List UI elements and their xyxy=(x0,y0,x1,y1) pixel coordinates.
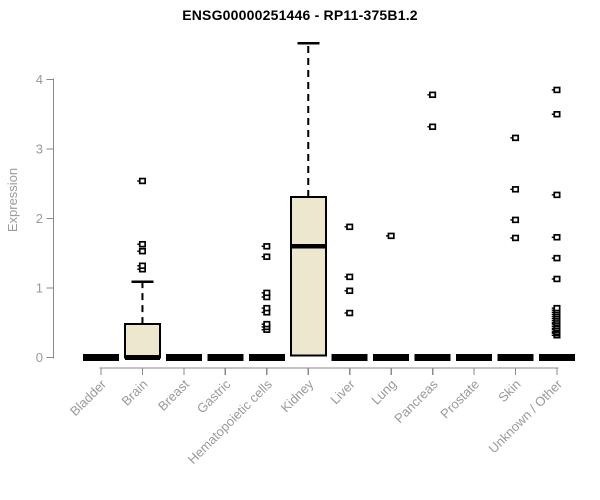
flat-box-prostate xyxy=(456,354,493,361)
x-tick-label: Pancreas xyxy=(391,376,441,426)
flat-box-gastric xyxy=(207,354,244,361)
x-tick-label: Breast xyxy=(155,376,192,413)
x-tick-label: Kidney xyxy=(278,376,317,415)
outlier-point xyxy=(553,191,561,199)
outlier-point xyxy=(553,275,561,283)
box-kidney xyxy=(289,195,327,357)
chart-title: ENSG00000251446 - RP11-375B1.2 xyxy=(182,7,418,23)
y-tick-label: 1 xyxy=(36,281,43,296)
x-tick-label: Liver xyxy=(327,376,358,407)
outlier-point xyxy=(553,110,561,118)
y-tick-label: 3 xyxy=(36,142,43,157)
flat-box-liver xyxy=(331,354,368,361)
x-tick-label: Skin xyxy=(495,377,523,405)
outlier-point xyxy=(553,254,561,262)
outlier-point xyxy=(138,177,147,185)
outlier-point xyxy=(138,247,147,255)
x-tick-label: Lung xyxy=(368,377,399,408)
outlier-point xyxy=(429,123,437,131)
outlier-point xyxy=(263,304,271,312)
x-tick-label: Brain xyxy=(118,377,150,409)
y-tick-label: 4 xyxy=(36,72,43,87)
flat-box-skin xyxy=(497,354,534,361)
outlier-point xyxy=(511,216,520,224)
outlier-point xyxy=(263,253,271,260)
outlier-point xyxy=(553,234,561,241)
outlier-point xyxy=(346,273,354,281)
x-tick-label: Unknown / Other xyxy=(485,376,565,456)
flat-box-lung xyxy=(373,354,410,361)
outlier-point xyxy=(263,243,271,250)
outlier-point xyxy=(138,262,147,270)
x-tick-label: Bladder xyxy=(67,376,110,419)
outlier-point xyxy=(511,234,520,242)
outlier-point xyxy=(346,287,354,295)
outlier-point xyxy=(511,186,520,193)
flat-box-unknown-other xyxy=(538,354,575,361)
outlier-point xyxy=(346,223,354,231)
y-tick-label: 2 xyxy=(36,211,43,226)
x-tick-label: Prostate xyxy=(437,377,482,422)
outlier-point xyxy=(429,91,437,99)
box-brain xyxy=(123,323,161,359)
outlier-point xyxy=(263,289,271,297)
outlier-point xyxy=(138,240,147,248)
flat-box-hematopoietic-cells xyxy=(248,354,285,361)
flat-box-breast xyxy=(165,354,202,361)
outlier-point xyxy=(511,134,520,142)
outlier-point xyxy=(553,86,561,94)
outlier-point xyxy=(263,320,271,328)
flat-box-pancreas xyxy=(414,354,451,361)
outlier-point xyxy=(346,309,354,317)
x-tick-label: Gastric xyxy=(194,376,234,416)
outlier-point xyxy=(553,304,561,312)
y-tick-label: 0 xyxy=(36,350,43,365)
outlier-point xyxy=(387,232,395,240)
flat-box-bladder xyxy=(83,354,119,361)
